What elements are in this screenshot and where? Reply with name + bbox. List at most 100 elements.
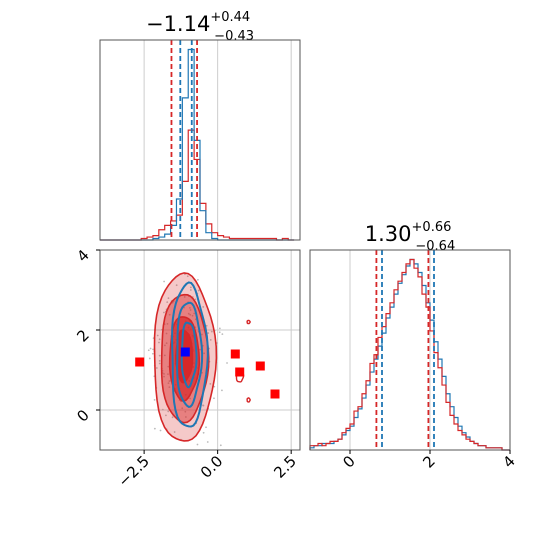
marker-red-4 <box>270 389 280 399</box>
sample-point <box>209 338 212 341</box>
sample-point <box>163 280 165 283</box>
sample-point <box>153 427 156 430</box>
sample-point <box>207 332 210 334</box>
sample-point <box>202 404 205 407</box>
hist-panel-param-1 <box>99 39 301 241</box>
sample-point <box>205 324 208 327</box>
sample-point <box>153 398 156 401</box>
sample-point <box>165 342 168 345</box>
sample-point <box>159 429 162 432</box>
title-2-value: 1.30 <box>365 222 412 246</box>
sample-point <box>151 352 154 355</box>
sample-point <box>213 397 215 400</box>
sample-point <box>168 313 171 316</box>
sample-point <box>163 375 165 378</box>
sample-point <box>175 284 178 287</box>
hist-1-frame <box>99 39 301 241</box>
y-tick-label-1: 2 <box>73 326 92 345</box>
title-1-plus: +0.44 <box>210 10 250 25</box>
tick-labels: −2.5 0.0 2.5 0 2 4 0 2 4 <box>73 246 518 490</box>
sample-point <box>186 275 189 278</box>
sample-point <box>221 333 224 336</box>
sample-point <box>168 386 171 389</box>
sample-point <box>184 410 187 413</box>
x1-tick-label-1: 0.0 <box>197 452 227 482</box>
marker-red-2 <box>235 367 245 377</box>
sample-point <box>158 362 161 365</box>
sample-point <box>163 311 165 314</box>
sample-point <box>148 357 151 360</box>
contour-b-0 <box>171 281 209 428</box>
sample-point <box>167 382 170 385</box>
sample-point <box>199 348 201 351</box>
joint-frame <box>99 249 301 451</box>
sample-point <box>210 330 213 333</box>
sample-point <box>165 414 167 417</box>
title-2-plus: +0.66 <box>412 220 452 235</box>
sample-point <box>149 347 152 350</box>
joint-panel <box>99 249 301 451</box>
title-param-2: 1.30+0.66 −0.64 <box>365 220 455 254</box>
sample-point <box>147 349 150 352</box>
sample-point <box>187 312 190 315</box>
sample-point <box>226 362 228 364</box>
sample-point <box>194 298 197 301</box>
hist-2-series-b <box>309 258 510 451</box>
hist-2-series-a <box>309 258 510 451</box>
sample-point <box>168 380 171 382</box>
title-param-1: −1.14+0.44 −0.43 <box>146 10 254 44</box>
sample-point <box>203 352 206 355</box>
x1-tick-label-0: −2.5 <box>114 452 152 490</box>
sample-point <box>193 312 196 315</box>
sample-point <box>158 359 161 362</box>
title-1-value: −1.14 <box>146 12 210 36</box>
sample-point <box>158 341 160 344</box>
sample-point <box>219 444 222 447</box>
hist-panel-param-2 <box>309 249 511 451</box>
sample-point <box>184 416 187 418</box>
x2-tick-label-0: 0 <box>339 452 358 471</box>
sample-point <box>206 441 209 443</box>
sample-point <box>213 385 216 388</box>
sample-point <box>218 327 221 330</box>
sample-point <box>171 416 174 419</box>
joint-plot-area <box>100 250 300 450</box>
sample-point <box>167 373 169 375</box>
sample-point <box>155 367 158 369</box>
sample-point <box>167 365 170 368</box>
sample-point <box>173 431 176 433</box>
sample-point <box>189 289 192 291</box>
sample-point <box>167 410 170 413</box>
sample-point <box>197 278 199 281</box>
y-tick-label-2: 4 <box>73 246 92 265</box>
sample-point <box>218 331 221 334</box>
marker-red-1 <box>230 349 240 359</box>
hist-2-frame <box>309 249 511 451</box>
sample-point <box>191 314 194 317</box>
sample-point <box>181 407 184 410</box>
title-1-minus: −0.43 <box>214 29 254 44</box>
x1-tick-label-2: 2.5 <box>270 452 300 482</box>
marker-red-0 <box>135 357 145 367</box>
hist-1-series-a <box>100 129 295 241</box>
sample-point <box>221 389 223 392</box>
contour-a-isolated-1 <box>246 397 251 403</box>
sample-point <box>158 338 161 341</box>
sample-point <box>205 426 207 429</box>
x2-tick-label-1: 2 <box>419 452 438 471</box>
sample-point <box>189 313 192 316</box>
sample-point <box>201 333 203 336</box>
marker-blue <box>180 347 190 357</box>
sample-point <box>158 354 161 357</box>
y-tick-label-0: 0 <box>73 406 92 425</box>
sample-point <box>202 306 205 308</box>
sample-point <box>152 348 154 351</box>
sample-point <box>196 443 199 446</box>
sample-point <box>189 306 191 309</box>
sample-point <box>161 408 164 411</box>
x2-tick-label-2: 4 <box>499 452 518 471</box>
contour-a-isolated-2 <box>246 319 251 325</box>
title-2-minus: −0.64 <box>415 239 455 254</box>
sample-point <box>163 354 166 357</box>
